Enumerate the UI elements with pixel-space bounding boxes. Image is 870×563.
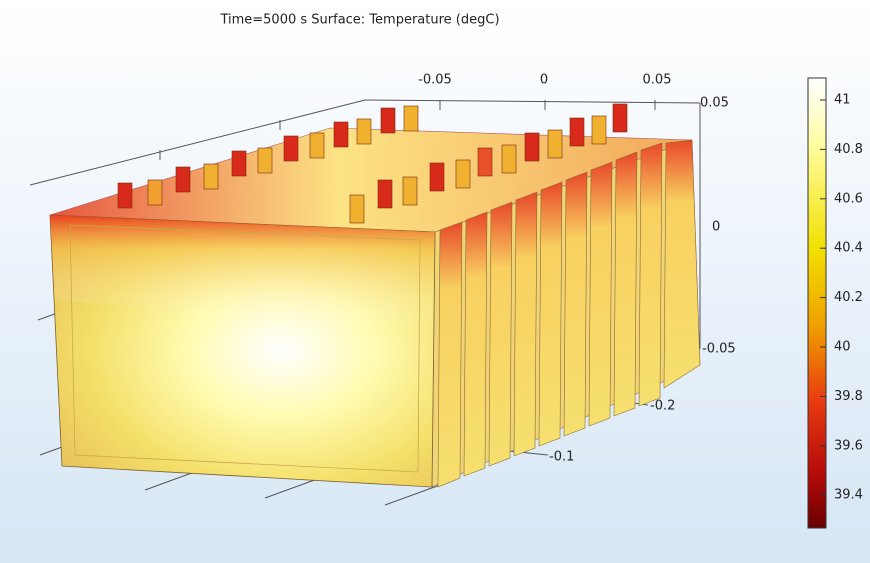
axis-tick-label: -0.2 [650,399,675,414]
colorbar-tick-label: 40.4 [834,241,863,256]
colorbar-tick-label: 40.8 [834,142,863,157]
axis-tick-label: -0.05 [418,73,452,88]
colorbar-tick-label: 40 [834,340,851,355]
colorbar [808,78,826,528]
colorbar-tick-label: 39.8 [834,389,863,404]
axis-tick-label: -0.05 [702,342,736,357]
colorbar-tick-label: 40.6 [834,191,863,206]
axis-tick-label: 0.05 [700,96,729,111]
viewport: Time=5000 s Surface: Temperature (degC) [0,0,870,563]
colorbar-tick-label: 41 [834,93,851,108]
plot-title: Time=5000 s Surface: Temperature (degC) [219,13,499,28]
colorbar-tick-label: 40.2 [834,290,863,305]
graphics-window: Time=5000 s Surface: Temperature (degC) [0,0,870,563]
colorbar-tick-label: 39.6 [834,438,863,453]
axis-tick-label: -0.1 [549,450,574,465]
axis-tick-label: 0 [712,220,720,235]
axis-tick-label: 0 [540,73,548,88]
axis-tick-label: 0.05 [643,73,672,88]
colorbar-tick-label: 39.4 [834,488,863,503]
